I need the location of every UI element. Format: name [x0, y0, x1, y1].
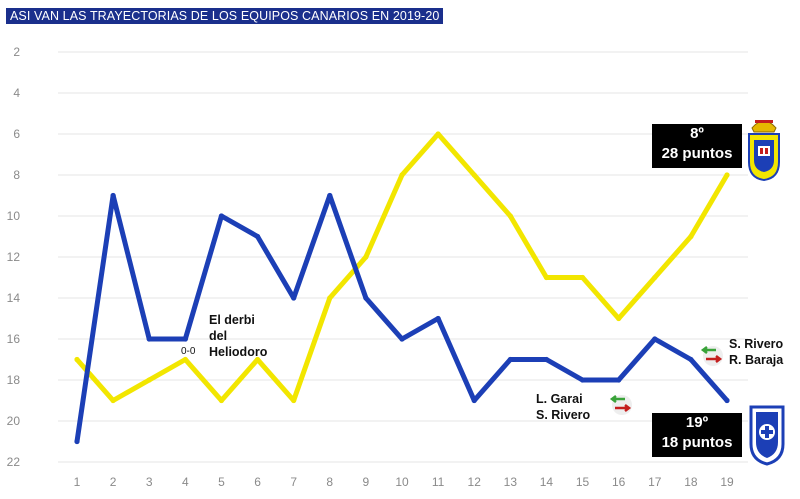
transfer1-player-in: L. Garai	[536, 392, 583, 406]
tenerife-data-point	[254, 233, 261, 240]
x-tick-label: 5	[218, 475, 225, 489]
y-tick-label: 18	[7, 373, 21, 387]
derbi-score: 0-0	[181, 346, 196, 357]
tenerife-data-point	[182, 336, 188, 342]
derbi-line-3: Heliodoro	[209, 345, 268, 359]
x-tick-label: 13	[504, 475, 518, 489]
y-tick-label: 22	[7, 455, 21, 469]
tenerife-data-point	[218, 213, 225, 219]
tenerife-data-point	[363, 295, 369, 301]
las_palmas-data-point	[543, 274, 550, 281]
las-palmas-points: 28 puntos	[661, 145, 733, 162]
tenerife-data-point	[543, 356, 550, 363]
derbi-annotation: El derbi del Heliodoro	[209, 312, 267, 360]
transfer1-player-out: S. Rivero	[536, 408, 591, 422]
las_palmas-data-point	[254, 356, 261, 363]
derbi-line-2: del	[209, 329, 228, 343]
x-tick-label: 4	[182, 475, 189, 489]
y-tick-label: 6	[13, 127, 20, 141]
cd-tenerife-crest-icon	[749, 405, 785, 466]
x-tick-label: 6	[254, 475, 261, 489]
tenerife-data-point	[471, 397, 477, 404]
las_palmas-data-point	[146, 377, 152, 383]
x-tick-label: 19	[720, 475, 734, 489]
x-tick-label: 18	[684, 475, 698, 489]
chart-title: ASI VAN LAS TRAYECTORIAS DE LOS EQUIPOS …	[6, 8, 444, 24]
x-tick-label: 14	[540, 475, 554, 489]
x-tick-label: 7	[290, 475, 297, 489]
tenerife-points: 18 puntos	[661, 434, 733, 451]
tenerife-data-point	[110, 192, 116, 199]
las_palmas-data-point	[291, 397, 297, 404]
y-tick-label: 2	[13, 45, 20, 59]
tenerife-data-point	[435, 315, 441, 322]
swap-arrows-icon	[609, 395, 632, 415]
las_palmas-data-point	[363, 254, 369, 260]
las_palmas-data-point	[74, 356, 80, 363]
y-tick-label: 20	[7, 414, 21, 428]
x-tick-label: 10	[395, 475, 409, 489]
transfer-annotation-2: S. Rivero R. Baraja	[729, 336, 783, 368]
tenerife-data-point	[507, 356, 513, 363]
x-tick-label: 1	[74, 475, 81, 489]
y-tick-label: 14	[7, 291, 21, 305]
tenerife-data-point	[724, 397, 730, 404]
y-tick-label: 8	[13, 168, 20, 182]
transfer2-player-in: S. Rivero	[729, 337, 784, 351]
las-palmas-badge: 8º 28 puntos	[652, 124, 742, 168]
tenerife-data-point	[688, 356, 694, 363]
tenerife-data-point	[146, 336, 152, 342]
x-tick-label: 3	[146, 475, 153, 489]
tenerife-data-point	[579, 377, 586, 383]
las_palmas-data-point	[507, 213, 513, 219]
x-tick-label: 16	[612, 475, 626, 489]
ud-las-palmas-crest-icon	[748, 120, 780, 182]
tenerife-data-point	[616, 377, 622, 383]
tenerife-data-point	[399, 336, 405, 342]
transfer-annotation-1: L. Garai S. Rivero	[536, 391, 590, 423]
las_palmas-data-point	[399, 172, 405, 178]
las_palmas-data-point	[471, 172, 477, 178]
las_palmas-data-point	[182, 356, 188, 363]
derbi-line-1: El derbi	[209, 313, 255, 327]
x-tick-label: 2	[110, 475, 117, 489]
y-tick-label: 12	[7, 250, 21, 264]
y-tick-label: 10	[7, 209, 21, 223]
las_palmas-data-point	[616, 315, 622, 322]
x-tick-label: 15	[576, 475, 590, 489]
las_palmas-data-point	[218, 397, 225, 404]
x-tick-label: 9	[363, 475, 370, 489]
las-palmas-position: 8º	[690, 125, 704, 142]
tenerife-data-point	[291, 295, 297, 301]
las_palmas-data-point	[652, 274, 658, 281]
las_palmas-data-point	[579, 274, 586, 281]
x-tick-label: 12	[468, 475, 482, 489]
las_palmas-data-point	[327, 295, 333, 301]
x-tick-label: 8	[326, 475, 333, 489]
y-tick-label: 16	[7, 332, 21, 346]
transfer2-player-out: R. Baraja	[729, 353, 784, 367]
tenerife-badge: 19º 18 puntos	[652, 413, 742, 457]
las_palmas-data-point	[688, 233, 694, 240]
x-tick-label: 17	[648, 475, 662, 489]
y-tick-label: 4	[13, 86, 20, 100]
tenerife-position: 19º	[685, 414, 709, 431]
tenerife-data-point	[327, 192, 333, 199]
x-tick-label: 11	[432, 475, 445, 489]
las_palmas-data-point	[724, 172, 730, 178]
las_palmas-data-point	[110, 397, 116, 404]
swap-arrows-icon	[700, 346, 723, 366]
las_palmas-data-point	[435, 131, 441, 137]
tenerife-data-point	[74, 438, 80, 445]
tenerife-data-point	[652, 336, 658, 342]
